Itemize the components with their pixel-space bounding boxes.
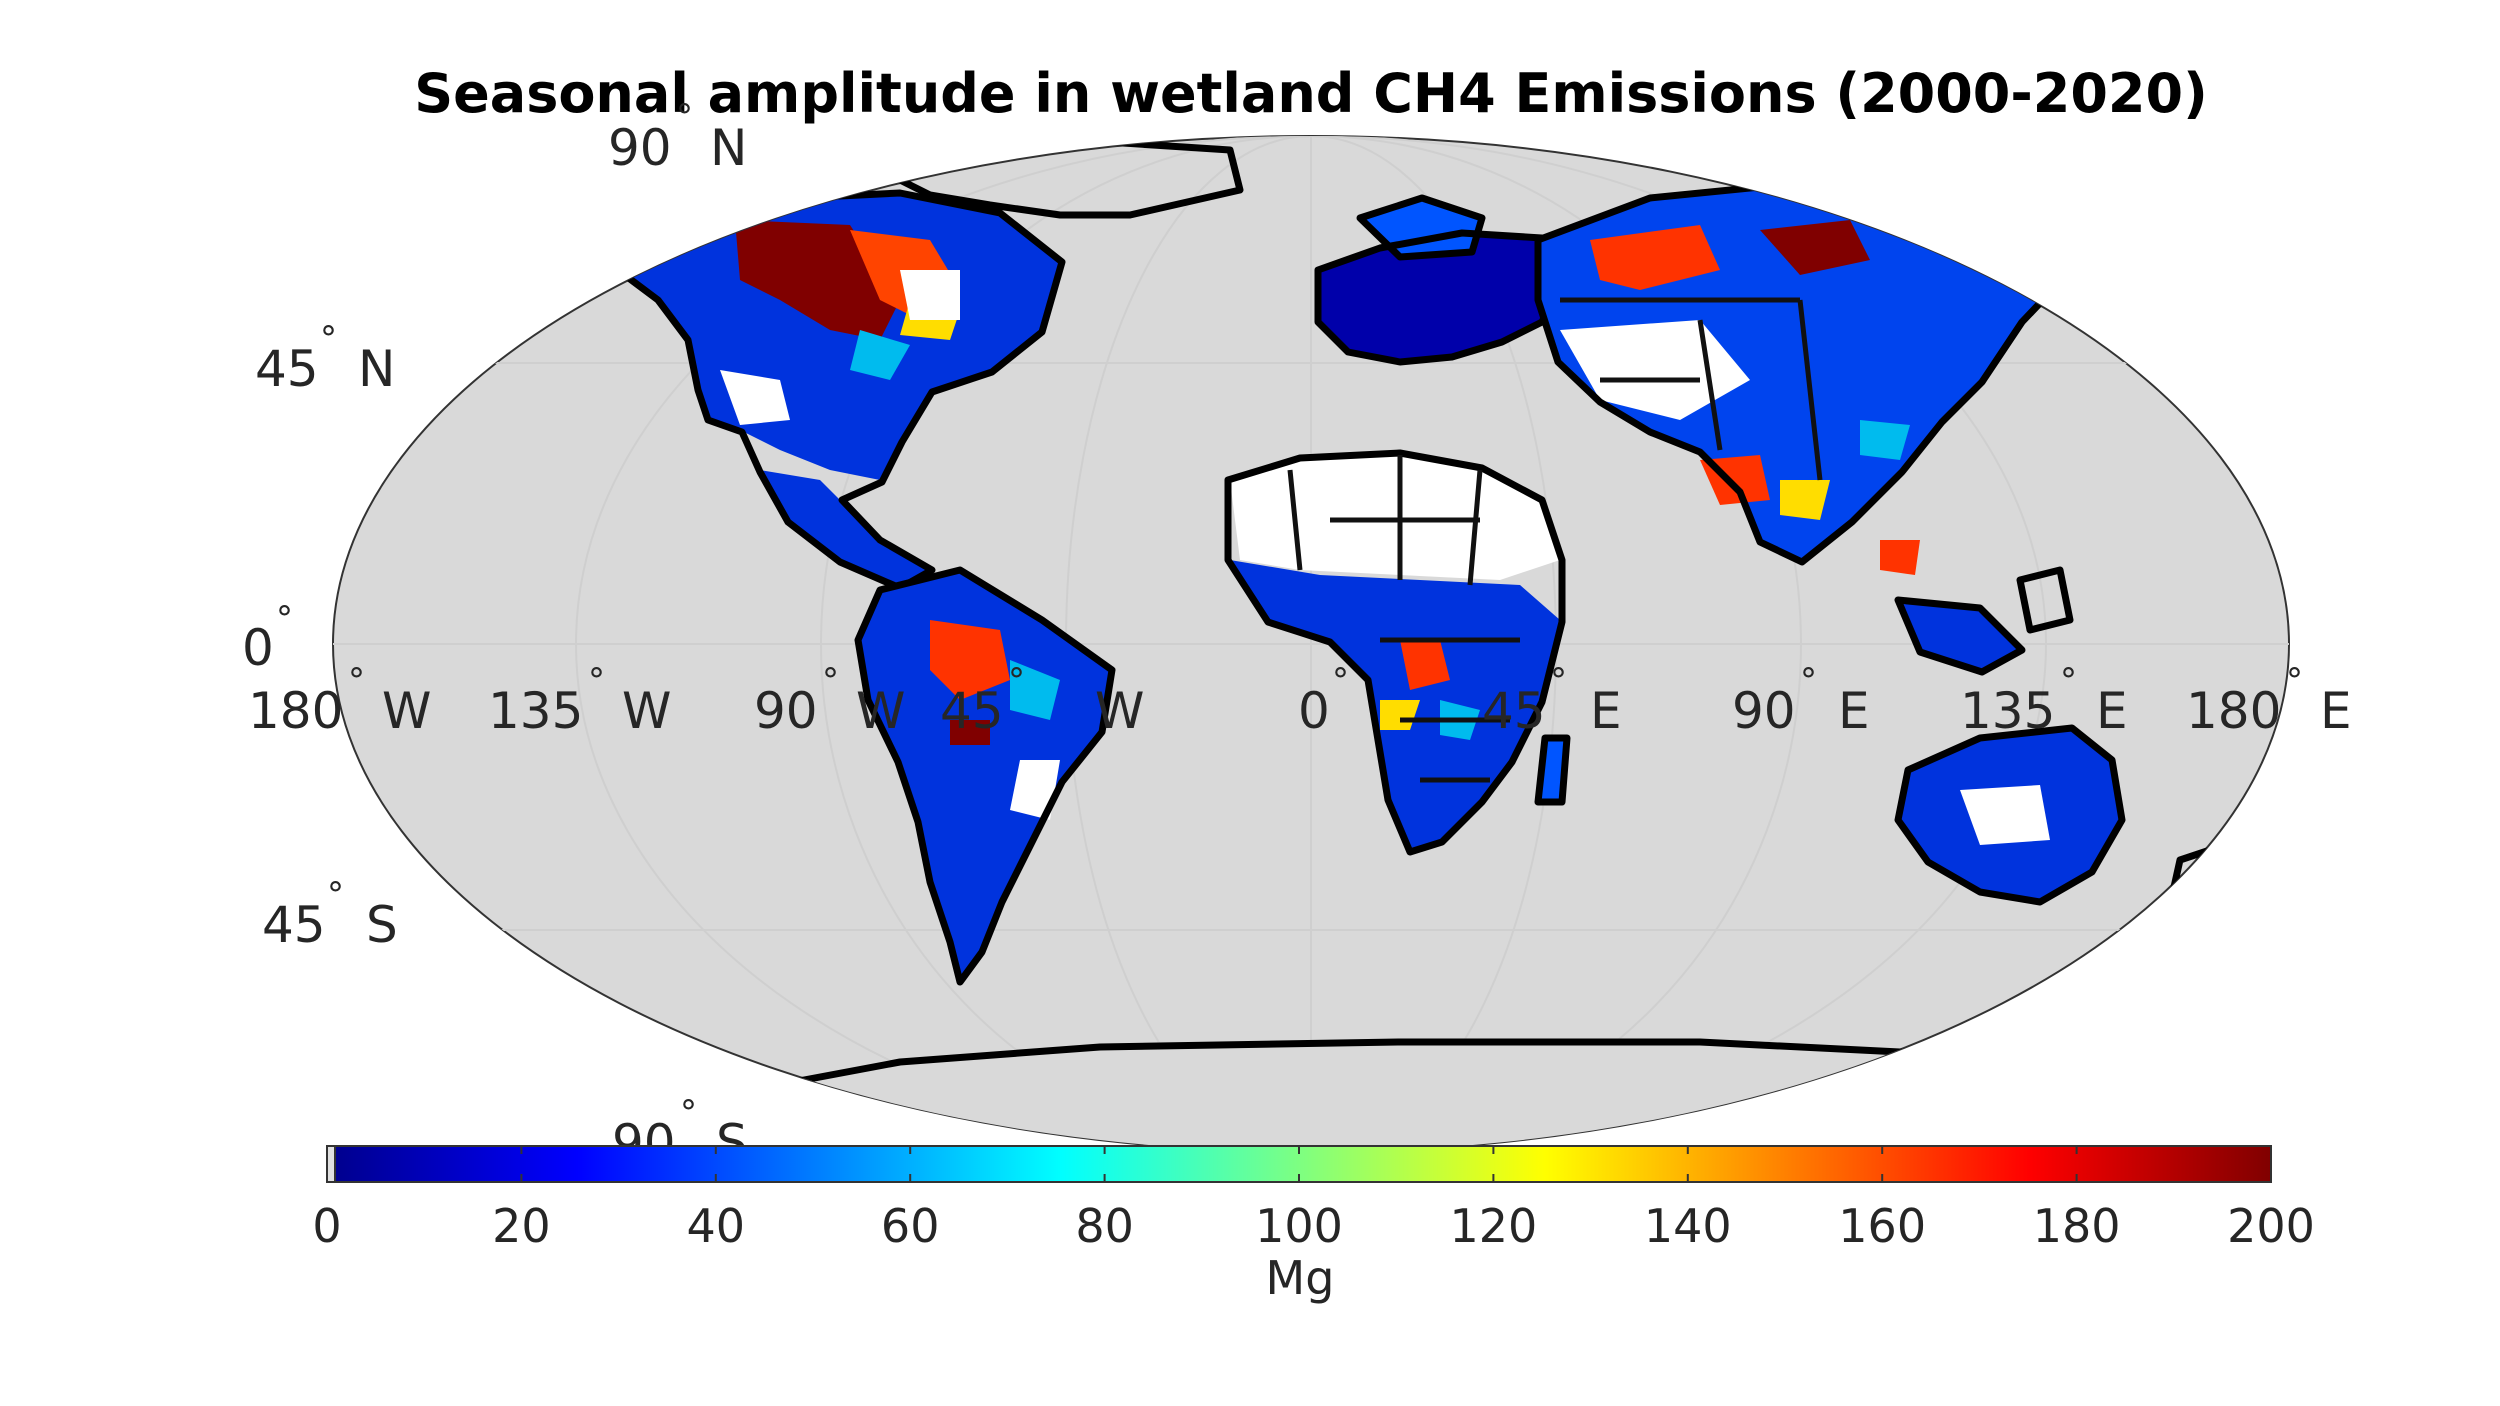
colorbar: 0 20 40 60 80 100 120 140 160 180 200 Mg bbox=[312, 1145, 2315, 1305]
lon-degree-135w: ° bbox=[588, 661, 605, 701]
lat-hemi-45n: N bbox=[358, 340, 395, 398]
coastline-madagascar bbox=[1534, 734, 1571, 806]
lon-hemi-180w: W bbox=[382, 682, 431, 740]
colorbar-tick-label: 20 bbox=[492, 1199, 551, 1253]
colorbar-bar bbox=[334, 1145, 2272, 1183]
lon-degree-0: ° bbox=[1332, 661, 1349, 701]
colorbar-tick-label: 40 bbox=[687, 1199, 746, 1253]
lon-hemi-45e: E bbox=[1590, 682, 1622, 740]
colorbar-tick-label: 200 bbox=[2227, 1199, 2315, 1253]
coastline-north-america bbox=[586, 189, 1066, 592]
colorbar-tick-label: 100 bbox=[1255, 1199, 1343, 1253]
lat-label-0: 0 bbox=[242, 619, 274, 677]
map-title: Seasonal amplitude in wetland CH4 Emissi… bbox=[414, 62, 2208, 125]
colorbar-tick-label: 140 bbox=[1644, 1199, 1732, 1253]
lon-hemi-90w: W bbox=[856, 682, 905, 740]
coastline-south-america bbox=[854, 566, 1116, 986]
lat-label-45s: 45 bbox=[262, 896, 326, 954]
longitude-labels: 180 ° W 135 ° W 90 ° W 45 ° W 0 ° 45 ° E… bbox=[248, 661, 2352, 740]
lat-degree-90s: ° bbox=[680, 1093, 697, 1133]
lat-degree-0: ° bbox=[276, 599, 293, 639]
lon-label-180e: 180 bbox=[2186, 682, 2281, 740]
lon-degree-45w: ° bbox=[1008, 661, 1025, 701]
lon-degree-180e: ° bbox=[2286, 661, 2303, 701]
lon-degree-180w: ° bbox=[348, 661, 365, 701]
colorbar-tick-label: 160 bbox=[1838, 1199, 1926, 1253]
colorbar-tick-label: 180 bbox=[2033, 1199, 2121, 1253]
lat-label-90n: 90 bbox=[608, 119, 672, 177]
lon-label-0: 0 bbox=[1298, 682, 1330, 740]
colorbar-tick-label: 80 bbox=[1075, 1199, 1134, 1253]
lon-hemi-90e: E bbox=[1838, 682, 1870, 740]
lon-degree-90w: ° bbox=[822, 661, 839, 701]
lat-degree-45n: ° bbox=[320, 319, 337, 359]
colorbar-tick-label: 0 bbox=[312, 1199, 341, 1253]
lat-degree-90n: ° bbox=[676, 97, 693, 137]
colorbar-label: Mg bbox=[1266, 1251, 1335, 1305]
lon-degree-90e: ° bbox=[1800, 661, 1817, 701]
colorbar-tick-label: 120 bbox=[1449, 1199, 1537, 1253]
map-content bbox=[333, 136, 2289, 1152]
coastline-se-asia-islands bbox=[1894, 566, 2074, 676]
lon-hemi-135e: E bbox=[2096, 682, 2128, 740]
lon-hemi-135w: W bbox=[622, 682, 671, 740]
lat-degree-45s: ° bbox=[327, 875, 344, 915]
colorbar-below-min bbox=[326, 1145, 336, 1183]
lat-label-45n: 45 bbox=[255, 340, 319, 398]
lon-degree-135e: ° bbox=[2060, 661, 2077, 701]
coastline-europe bbox=[1314, 194, 1566, 366]
colorbar-ticks: 0 20 40 60 80 100 120 140 160 180 200 bbox=[312, 1146, 2315, 1253]
land-north-america bbox=[595, 195, 1060, 585]
lon-label-180w: 180 bbox=[248, 682, 343, 740]
coastline-australia bbox=[1894, 724, 2126, 906]
lon-label-135e: 135 bbox=[1960, 682, 2055, 740]
borders-africa bbox=[1287, 455, 1520, 783]
lon-label-90e: 90 bbox=[1732, 682, 1796, 740]
land-australia bbox=[1900, 730, 2120, 900]
lat-hemi-90n: N bbox=[710, 119, 747, 177]
land-south-america bbox=[860, 570, 1110, 980]
land-europe bbox=[1320, 200, 1560, 360]
lon-label-45w: 45 bbox=[940, 682, 1004, 740]
borders-asia bbox=[1560, 297, 1823, 481]
lon-hemi-180e: E bbox=[2320, 682, 2352, 740]
lon-label-45e: 45 bbox=[1482, 682, 1546, 740]
lon-label-135w: 135 bbox=[488, 682, 583, 740]
coastline-africa bbox=[1224, 449, 1566, 856]
lon-degree-45e: ° bbox=[1550, 661, 1567, 701]
lat-hemi-45s: S bbox=[366, 896, 398, 954]
colorbar-tick-label: 60 bbox=[881, 1199, 940, 1253]
lon-hemi-45w: W bbox=[1095, 682, 1144, 740]
lon-label-90w: 90 bbox=[754, 682, 818, 740]
